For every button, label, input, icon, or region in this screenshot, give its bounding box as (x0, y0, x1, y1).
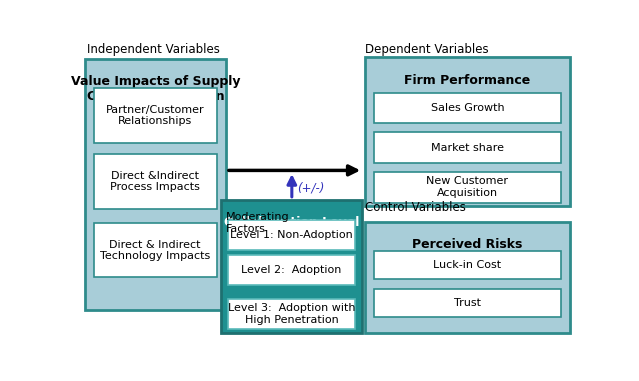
Text: Sales Growth: Sales Growth (431, 103, 504, 113)
Text: Level 2:  Adoption: Level 2: Adoption (242, 265, 342, 275)
Text: Trust: Trust (454, 298, 481, 308)
Text: Value Impacts of Supply
Chain Collaboration: Value Impacts of Supply Chain Collaborat… (71, 75, 240, 103)
FancyBboxPatch shape (229, 299, 355, 329)
FancyBboxPatch shape (374, 132, 561, 163)
Text: Luck-in Cost: Luck-in Cost (433, 260, 502, 270)
Text: Level 3:  Adoption with
High Penetration: Level 3: Adoption with High Penetration (228, 303, 355, 325)
Text: Firm Performance: Firm Performance (404, 74, 530, 86)
Text: Direct & Indirect
Technology Impacts: Direct & Indirect Technology Impacts (100, 240, 210, 261)
Text: Partner/Customer
Relationships: Partner/Customer Relationships (106, 105, 204, 126)
FancyBboxPatch shape (374, 93, 561, 123)
Text: Dependent Variables: Dependent Variables (365, 43, 488, 56)
FancyBboxPatch shape (229, 256, 355, 285)
Text: (+/-): (+/-) (296, 181, 324, 195)
Text: New Customer
Acquisition: New Customer Acquisition (426, 176, 509, 198)
Text: Market share: Market share (431, 142, 504, 153)
FancyBboxPatch shape (94, 88, 217, 142)
FancyBboxPatch shape (374, 289, 561, 317)
FancyBboxPatch shape (374, 251, 561, 279)
Text: Collaboration Level: Collaboration Level (224, 216, 359, 229)
FancyBboxPatch shape (221, 200, 362, 333)
Text: Independent Variables: Independent Variables (88, 43, 220, 56)
Text: Level 1: Non-Adoption: Level 1: Non-Adoption (230, 230, 353, 240)
FancyBboxPatch shape (365, 222, 570, 333)
FancyBboxPatch shape (374, 172, 561, 203)
FancyBboxPatch shape (94, 223, 217, 277)
FancyBboxPatch shape (365, 58, 570, 206)
FancyBboxPatch shape (85, 59, 226, 310)
FancyBboxPatch shape (229, 220, 355, 250)
FancyBboxPatch shape (94, 154, 217, 208)
Text: Direct &Indirect
Process Impacts: Direct &Indirect Process Impacts (110, 171, 200, 192)
Text: Perceived Risks: Perceived Risks (412, 238, 523, 251)
Text: Control Variables: Control Variables (365, 202, 465, 215)
Text: Moderating
Factors: Moderating Factors (226, 213, 289, 234)
